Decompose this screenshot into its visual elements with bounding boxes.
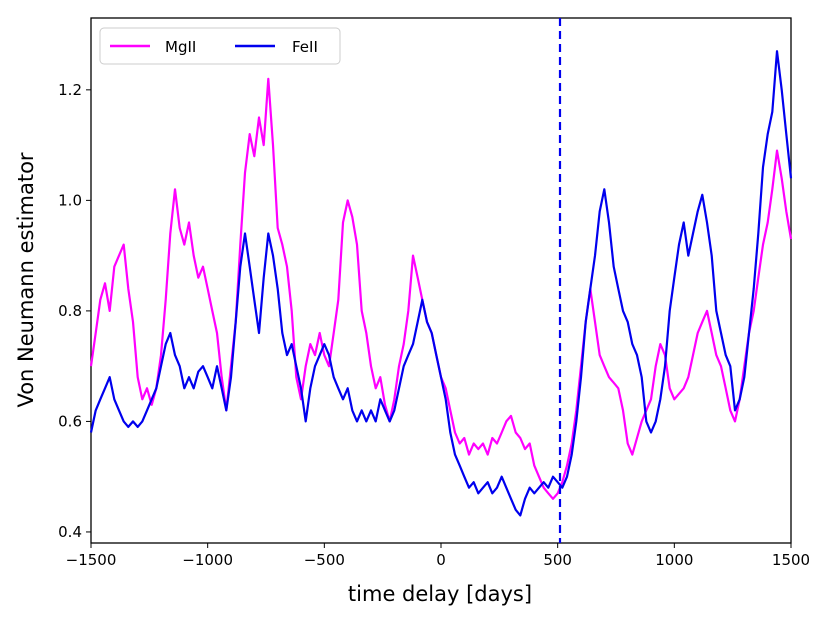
- legend-label-mgii: MgII: [165, 38, 196, 56]
- y-tick-label: 1.0: [58, 191, 82, 209]
- series-line-mgii: [89, 77, 793, 500]
- y-tick-label: 0.4: [58, 523, 82, 541]
- legend: MgII FeII: [99, 27, 341, 65]
- y-axis: 0.4 0.6 0.8 1.0 1.2: [58, 81, 91, 541]
- y-axis-label: Von Neumann estimator: [14, 152, 38, 407]
- series-layer: [89, 18, 793, 543]
- x-axis-label: time delay [days]: [348, 582, 532, 606]
- x-tick-label: 500: [543, 551, 572, 569]
- y-tick-label: 0.8: [58, 302, 82, 320]
- legend-box: [99, 27, 341, 65]
- x-tick-label: −500: [304, 551, 345, 569]
- x-tick-label: −1500: [66, 551, 117, 569]
- x-tick-label: 1000: [655, 551, 693, 569]
- x-axis: −1500 −1000 −500 0 500 1000 1500: [66, 543, 810, 569]
- x-tick-label: 1500: [772, 551, 810, 569]
- series-line-feii: [89, 50, 793, 517]
- y-tick-label: 0.6: [58, 412, 82, 430]
- x-tick-label: −1000: [182, 551, 233, 569]
- y-tick-label: 1.2: [58, 81, 82, 99]
- legend-label-feii: FeII: [292, 38, 318, 56]
- x-tick-label: 0: [436, 551, 446, 569]
- plot-frame: [90, 17, 792, 544]
